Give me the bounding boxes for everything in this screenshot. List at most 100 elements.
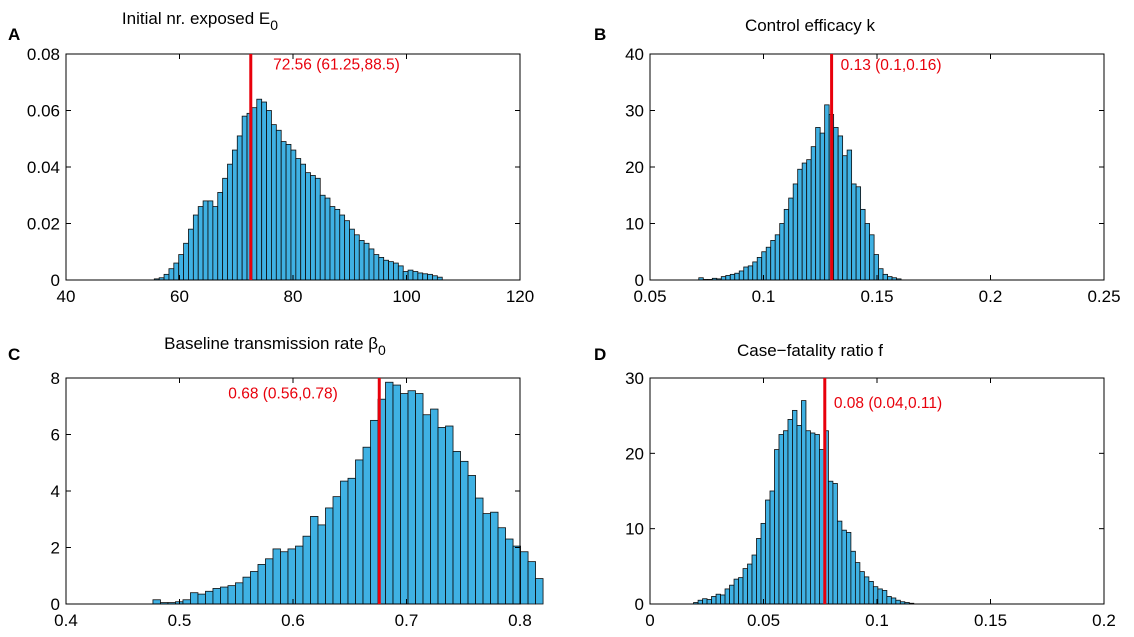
histogram-bar [482,513,491,605]
histogram-bar [747,563,753,605]
histogram-bar [859,571,865,605]
y-tick-label: 0.04 [27,158,60,177]
histogram-bar [715,593,721,605]
histogram-bar [869,234,875,281]
y-tick-label: 40 [625,45,644,64]
histogram-bar [833,127,839,281]
histogram-bar [235,582,244,605]
histogram-bar [783,208,790,281]
histogram-bar [846,149,853,281]
histogram-bar [373,254,380,281]
y-tick-label: 10 [625,520,644,539]
histogram-bar [251,107,258,281]
x-ticks-c: 0.4 0.5 0.6 0.7 0.8 [54,378,532,630]
y-tick-label: 0 [635,595,644,614]
histogram-bar [706,599,712,605]
panel-a: A Initial nr. exposed E0 72.56 (61.25,88… [8,9,534,306]
x-tick-label: 0.2 [1092,611,1116,630]
histogram-bar [363,242,370,281]
histogram-bar [774,234,781,281]
histogram-bar [805,430,811,605]
x-ticks-d: 0 0.05 0.1 0.15 0.2 [645,378,1116,630]
x-tick-label: 0 [645,611,654,630]
histogram-bar [801,162,808,281]
histogram-bar [317,524,326,605]
x-tick-label: 40 [57,287,76,306]
bars-c [152,381,544,605]
histogram-bar [250,571,259,605]
histogram-bar [734,272,740,281]
y-tick-label: 30 [625,369,644,388]
histogram-bar [452,451,461,605]
histogram-bar [774,449,780,605]
histogram-bar [163,273,170,281]
histogram-bar [779,223,785,281]
histogram-bar [227,585,236,605]
histogram-bar [190,592,199,605]
histogram-bar [242,576,251,605]
y-tick-label: 20 [625,444,644,463]
histogram-bar [729,584,735,605]
histogram-bar [422,414,431,605]
x-ticks-a: 40 60 80 100 120 [57,54,534,306]
histogram-bar [738,577,744,605]
histogram-bar [787,419,793,605]
histogram-bar [368,248,375,281]
histogram-bar [819,132,826,281]
histogram-bar [324,197,331,281]
histogram-bar [828,480,834,605]
histogram-bar [192,214,199,281]
x-tick-label: 100 [392,287,420,306]
x-tick-label: 0.15 [860,287,893,306]
histogram-bar [256,98,263,281]
panel-letter-b: B [594,25,606,44]
histogram-bar [319,194,326,281]
histogram-bar [769,490,775,605]
histogram-bar [756,256,763,281]
histogram-bar [275,129,282,281]
histogram-bar [467,475,476,605]
histogram-bar [241,115,248,281]
panel-letter-c: C [8,345,20,364]
histogram-bar [851,183,857,281]
histogram-bar [302,535,311,605]
y-tick-label: 0.08 [27,45,60,64]
histogram-bar [305,172,311,281]
histogram-bar [841,529,847,605]
x-tick-label: 0.6 [281,611,305,630]
histogram-bar [388,261,394,281]
histogram-bar [415,393,424,605]
histogram-bar [797,168,803,281]
chart-title-b: Control efficacy k [745,16,876,35]
x-tick-label: 0.8 [508,611,532,630]
histogram-bar [815,127,821,281]
histogram-bar [370,419,379,605]
histogram-bar [300,163,307,281]
histogram-bar [314,177,321,281]
y-tick-label: 4 [51,482,60,501]
panel-letter-a: A [8,25,20,44]
bars-d [693,400,915,605]
histogram-bar [183,242,189,281]
histogram-bar [512,545,521,605]
histogram-bar [886,596,892,605]
histogram-bar [422,273,429,281]
histogram-bar [832,483,838,605]
histogram-bar [385,381,394,605]
histogram-bar [437,427,446,605]
histogram-bar [792,183,799,281]
histogram-bar [427,273,433,281]
histogram-bar [801,400,807,605]
y-tick-label: 20 [625,158,644,177]
histogram-bar [207,200,214,281]
histogram-bar [855,186,862,281]
histogram-bar [878,268,884,281]
histogram-bar [236,135,243,281]
histogram-bar [475,497,484,605]
histogram-bar [738,270,745,281]
histogram-bar [697,599,703,605]
histogram-bar [505,538,514,605]
histogram-bar [432,275,438,281]
histogram-bar [188,228,194,281]
